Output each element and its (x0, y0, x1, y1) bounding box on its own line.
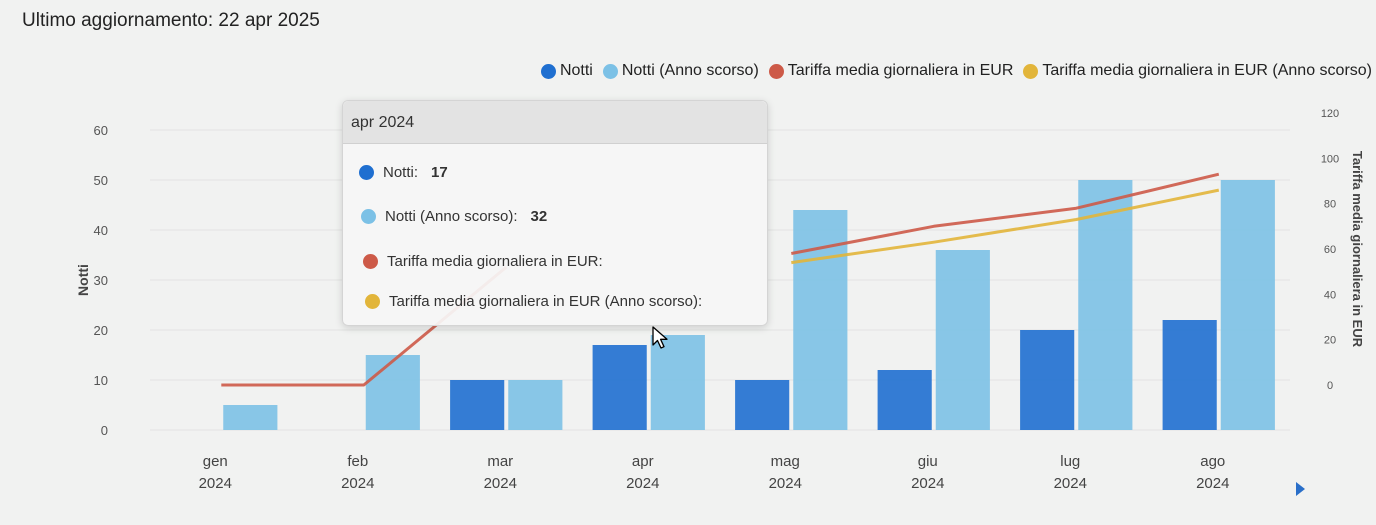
y-tick-label-right: 40 (1324, 289, 1336, 301)
legend-label: Notti (Anno scorso) (621, 62, 759, 79)
legend-dot-icon (602, 63, 618, 79)
x-tick-label: mag (771, 453, 800, 470)
legend-item-notti-anno-scorso[interactable]: Notti (Anno scorso) (602, 62, 759, 80)
x-tick-label: 2024 (484, 475, 517, 492)
tooltip-row-tariffa-anno-scorso: Tariffa media giornaliera in EUR (Anno s… (365, 293, 715, 310)
bar (1162, 320, 1217, 430)
y-tick-label-right: 20 (1324, 335, 1336, 347)
x-tick-label: 2024 (911, 475, 944, 492)
bar (735, 380, 790, 430)
legend-dot-icon (540, 63, 556, 79)
x-tick-label: mar (487, 453, 513, 470)
y-tick-label-left: 20 (94, 323, 108, 338)
legend-label: Notti (559, 62, 593, 79)
bar (365, 355, 420, 430)
x-tick-label: 2024 (1196, 475, 1229, 492)
x-tick-label: ago (1200, 453, 1225, 470)
x-tick-label: 2024 (199, 475, 232, 492)
series-line (791, 172, 1220, 255)
bar (508, 380, 563, 430)
legend-item-tariffa-anno-scorso[interactable]: Tariffa media giornaliera in EUR (Anno s… (1023, 62, 1372, 80)
tooltip-row-label: Tariffa media giornaliera in EUR: (387, 253, 603, 270)
next-page-arrow-icon[interactable] (1296, 482, 1305, 496)
x-tick-label: giu (918, 453, 938, 470)
tooltip-row-label: Notti (Anno scorso): (385, 208, 518, 225)
tooltip-title: apr 2024 (343, 101, 767, 144)
x-tick-label: 2024 (769, 475, 802, 492)
y-tick-label-right: 100 (1321, 153, 1339, 165)
y-tick-label-right: 80 (1324, 199, 1336, 211)
x-tick-label: gen (203, 453, 228, 470)
y-axis-title-left: Notti (75, 264, 91, 296)
tooltip-row-notti: Notti: 17 (359, 164, 448, 181)
bar (1078, 180, 1133, 430)
tooltip-row-value: 32 (530, 208, 548, 225)
x-tick-label: feb (347, 453, 368, 470)
y-tick-label-left: 10 (94, 373, 108, 388)
legend-dot-icon (1023, 63, 1039, 79)
y-tick-label-right: 60 (1324, 244, 1336, 256)
last-update-label: Ultimo aggiornamento: 22 apr 2025 (22, 10, 320, 31)
tooltip-dot-icon (365, 294, 380, 309)
x-tick-label: apr (632, 453, 654, 470)
y-axis-title-right: Tariffa media giornaliera in EUR (1350, 151, 1365, 348)
y-tick-label-left: 60 (94, 123, 108, 138)
bar (877, 370, 932, 430)
bar (935, 250, 990, 430)
bar (450, 380, 505, 430)
tooltip-dot-icon (363, 254, 378, 269)
chart-legend: Notti Notti (Anno scorso) Tariffa media … (540, 62, 1372, 80)
legend-item-notti[interactable]: Notti (540, 62, 593, 80)
series-line (791, 188, 1220, 265)
bar (650, 335, 705, 430)
y-tick-label-left: 50 (94, 173, 108, 188)
y-tick-label-right: 0 (1327, 380, 1333, 392)
tooltip-row-label: Notti: (383, 164, 419, 181)
bar (223, 405, 278, 430)
tooltip-dot-icon (361, 209, 376, 224)
bar (1220, 180, 1275, 430)
x-tick-label: lug (1060, 453, 1080, 470)
legend-dot-icon (768, 63, 784, 79)
y-tick-label-left: 30 (94, 273, 108, 288)
chart-tooltip: apr 2024 Notti: 17 Notti (Anno scorso): … (342, 100, 768, 326)
x-tick-label: 2024 (341, 475, 374, 492)
tooltip-row-label: Tariffa media giornaliera in EUR (Anno s… (389, 293, 703, 310)
tooltip-row-notti-anno-scorso: Notti (Anno scorso): 32 (361, 208, 547, 225)
tooltip-row-tariffa: Tariffa media giornaliera in EUR: (363, 253, 616, 270)
y-tick-label-left: 40 (94, 223, 108, 238)
x-tick-label: 2024 (1054, 475, 1087, 492)
tooltip-row-value: 17 (431, 164, 448, 181)
x-tick-label: 2024 (626, 475, 659, 492)
y-tick-label-right: 120 (1321, 108, 1339, 120)
bar (592, 345, 647, 430)
y-tick-label-left: 0 (101, 423, 108, 438)
legend-item-tariffa[interactable]: Tariffa media giornaliera in EUR (768, 62, 1014, 80)
legend-label: Tariffa media giornaliera in EUR (787, 62, 1014, 79)
bar (1020, 330, 1075, 430)
tooltip-dot-icon (359, 165, 374, 180)
legend-label: Tariffa media giornaliera in EUR (Anno s… (1042, 62, 1372, 79)
mouse-cursor-icon (652, 326, 668, 349)
